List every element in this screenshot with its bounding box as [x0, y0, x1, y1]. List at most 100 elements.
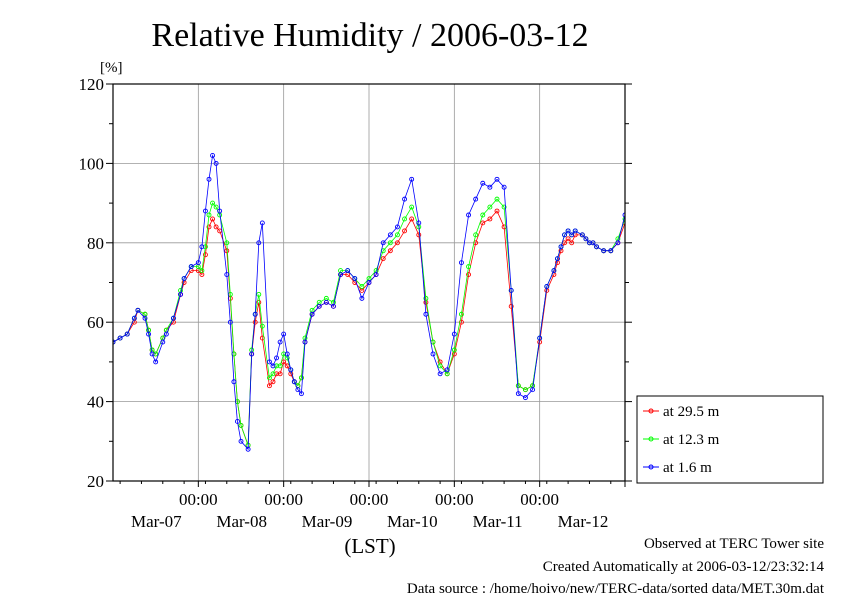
- series-point: [298, 375, 304, 381]
- series-point: [554, 256, 560, 262]
- footer-created-timestamp: Created Automatically at 2006-03-12/23:3…: [542, 559, 824, 575]
- series-point: [387, 232, 393, 238]
- series-point: [466, 264, 472, 270]
- series-point: [466, 272, 472, 278]
- series-point: [252, 319, 258, 325]
- series-point: [590, 240, 596, 246]
- legend-label: at 12.3 m: [663, 432, 720, 448]
- x-axis-label: (LST): [344, 534, 395, 558]
- series-point: [608, 248, 614, 254]
- legend-swatch-marker: [648, 408, 654, 414]
- series-point: [210, 200, 216, 206]
- series-point: [366, 280, 372, 285]
- series-point: [583, 236, 589, 242]
- footer-data-source: Data source : /home/hoivo/new/TERC-data/…: [406, 581, 824, 597]
- series-point: [281, 331, 287, 337]
- series-point: [487, 216, 493, 222]
- series-point: [178, 291, 184, 297]
- series-point: [302, 339, 308, 345]
- series-point: [224, 248, 230, 254]
- series-point: [213, 204, 219, 210]
- series-point: [352, 276, 358, 281]
- series-point: [284, 351, 290, 357]
- series-point: [270, 363, 276, 369]
- y-tick-label: 60: [87, 313, 104, 332]
- axes: 20 40 60 80 100 120 00:00 Mar-07 00:00 Mar-08 00:0…: [79, 75, 632, 531]
- y-axis-unit-label: [%]: [100, 60, 123, 76]
- series-point: [558, 244, 564, 250]
- legend-swatch-marker: [648, 436, 654, 442]
- series-point: [202, 208, 208, 214]
- x-tick-date-label: Mar-11: [473, 512, 523, 531]
- plot-frame: [112, 83, 626, 482]
- series-point: [494, 208, 500, 214]
- series-point: [551, 268, 557, 274]
- series-point: [487, 184, 493, 190]
- x-tick-date-label: Mar-12: [558, 512, 609, 531]
- series-point: [245, 446, 251, 452]
- series-point: [458, 260, 464, 266]
- series-point: [402, 216, 408, 222]
- x-tick-date-label: Mar-10: [387, 512, 438, 531]
- series-point: [615, 240, 621, 246]
- series-point: [423, 311, 429, 317]
- series-point: [515, 391, 521, 397]
- series-point: [199, 244, 205, 250]
- series-point: [544, 284, 550, 289]
- legend-label: at 29.5 m: [663, 404, 720, 420]
- series-point: [473, 196, 479, 202]
- series-point: [501, 204, 507, 210]
- x-tick-time-label: 00:00: [520, 490, 559, 509]
- series-point: [430, 351, 436, 357]
- series-point: [572, 228, 578, 234]
- series-point: [227, 319, 233, 325]
- series-point: [594, 244, 600, 250]
- series-point: [494, 196, 500, 202]
- y-tick-label: 100: [79, 154, 105, 173]
- series-point: [210, 153, 216, 158]
- chart-title: Relative Humidity / 2006-03-12: [151, 17, 588, 54]
- series-point: [291, 379, 297, 385]
- x-tick-time-label: 00:00: [264, 490, 303, 509]
- x-tick-time-label: 00:00: [435, 490, 474, 509]
- series-point: [338, 272, 344, 278]
- series-point: [146, 331, 152, 337]
- series-point: [238, 438, 244, 444]
- series-point: [298, 391, 304, 397]
- series-point: [565, 236, 571, 242]
- series-point: [238, 422, 244, 428]
- series-point: [380, 240, 386, 246]
- series-point: [117, 335, 123, 341]
- series-point: [149, 351, 155, 357]
- series-point: [409, 204, 415, 210]
- series-point: [206, 176, 212, 182]
- series-point: [480, 212, 486, 218]
- series-point: [373, 272, 379, 278]
- series-point: [458, 311, 464, 317]
- series-point: [274, 355, 280, 361]
- series-point: [206, 224, 212, 230]
- legend-swatch-marker: [648, 464, 654, 470]
- series-point: [409, 216, 415, 222]
- series-point: [522, 387, 528, 393]
- series-point: [569, 240, 575, 246]
- series-point: [359, 284, 365, 289]
- series-point: [217, 208, 223, 214]
- series-point: [188, 264, 194, 270]
- series-point: [256, 240, 262, 246]
- series-point: [622, 212, 625, 218]
- series-point: [345, 268, 351, 274]
- series-point: [199, 268, 205, 274]
- series-point: [210, 216, 216, 222]
- series-point: [195, 260, 201, 266]
- series-point: [170, 315, 176, 321]
- series-point: [515, 383, 521, 389]
- series-point: [249, 351, 255, 357]
- series-point: [163, 331, 169, 337]
- series-point: [256, 299, 262, 305]
- series-point: [409, 176, 415, 182]
- series-point: [480, 220, 486, 226]
- series-point: [224, 272, 230, 278]
- series-point: [473, 232, 479, 238]
